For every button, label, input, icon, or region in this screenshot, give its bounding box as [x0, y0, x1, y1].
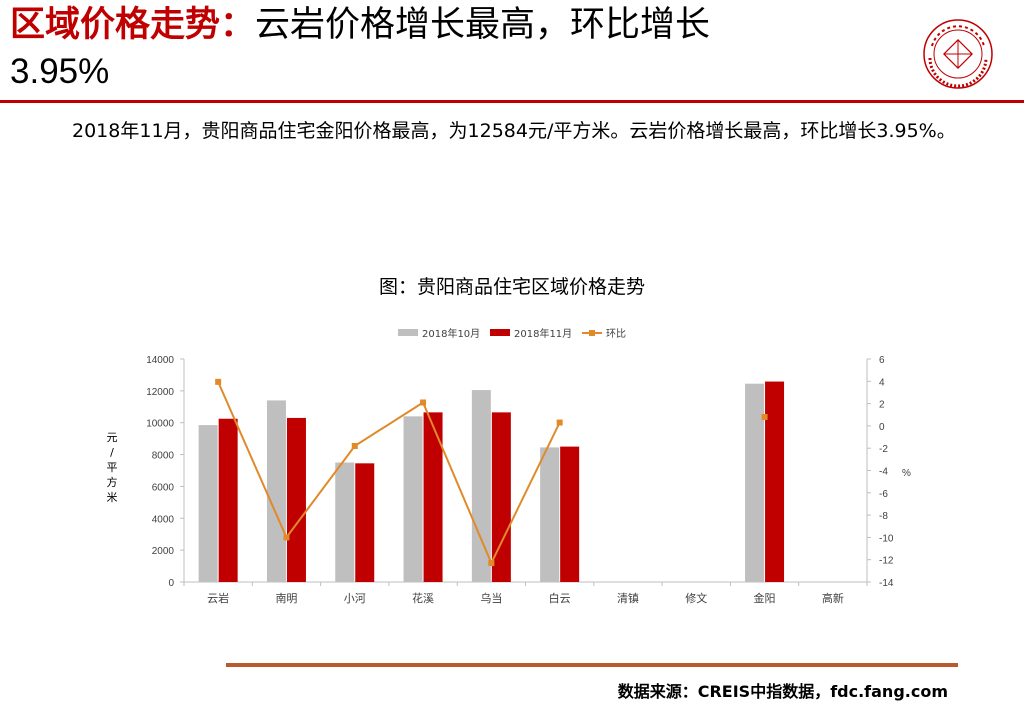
logo-icon — [923, 19, 993, 89]
bar-nov — [560, 446, 580, 582]
bar-nov — [218, 418, 238, 582]
page-title-black: 云岩价格增长最高，环比增长 — [255, 5, 711, 45]
x-tick-label: 白云 — [549, 591, 571, 605]
x-tick-label: 小河 — [344, 592, 366, 605]
bar-oct — [745, 383, 765, 582]
page-title-red: 区域价格走势： — [10, 5, 256, 45]
x-tick-label: 修文 — [685, 591, 707, 605]
bar-nov — [355, 463, 375, 582]
legend-label: 2018年11月 — [514, 327, 572, 340]
mom-point — [488, 560, 495, 567]
bar-oct — [266, 400, 286, 582]
y-tick-label: 0 — [168, 578, 174, 589]
y-tick-label: 12000 — [146, 387, 174, 398]
y2-tick-label: -6 — [879, 489, 888, 500]
y2-tick-label: -10 — [879, 533, 894, 544]
x-tick-label: 云岩 — [207, 591, 229, 605]
bar-nov — [286, 417, 306, 582]
mom-point — [761, 413, 768, 420]
y2-tick-label: -4 — [879, 467, 888, 478]
chart-title: 图：贵阳商品住宅区域价格走势 — [378, 276, 645, 298]
price-trend-chart: 0 2000 4000 6000 8000 10000 12000 14000 -14 -12 -1… — [146, 327, 911, 605]
header-divider — [0, 100, 1024, 103]
legend-marker — [589, 330, 595, 336]
summary-text: 2018年11月，贵阳商品住宅金阳价格最高，为12584元/平方米。云岩价格增长… — [72, 120, 956, 142]
mom-point — [351, 442, 358, 449]
x-tick-label: 花溪 — [412, 592, 434, 605]
bar-oct — [471, 390, 491, 582]
y2-tick-label: -8 — [879, 511, 888, 522]
mom-point — [556, 419, 563, 426]
page-title: 区域价格走势：云岩价格增长最高，环比增长 — [10, 4, 890, 46]
page-title-line2: 3.95% — [10, 52, 110, 91]
legend-swatch — [490, 329, 510, 336]
bar-nov — [491, 412, 511, 582]
x-tick-label: 高新 — [822, 591, 844, 605]
y2-tick-label: 2 — [879, 400, 885, 411]
mom-point — [215, 378, 222, 385]
mom-point — [283, 534, 290, 541]
legend-label: 2018年10月 — [422, 327, 480, 340]
bar-oct — [403, 416, 423, 582]
y-tick-label: 10000 — [146, 419, 174, 430]
y-tick-label: 2000 — [152, 546, 175, 557]
x-tick-label: 清镇 — [617, 591, 639, 605]
y2-tick-label: -2 — [879, 444, 888, 455]
data-source: 数据来源：CREIS中指数据，fdc.fang.com — [617, 682, 948, 701]
bar-nov — [423, 412, 443, 582]
y2-tick-label: 6 — [879, 355, 885, 366]
x-tick-label: 金阳 — [754, 591, 776, 605]
footer-divider — [226, 663, 958, 667]
y2-tick-label: -14 — [879, 578, 894, 589]
y2-axis-label: % — [902, 468, 911, 479]
legend-label: 环比 — [606, 328, 626, 340]
y2-tick-label: 4 — [879, 377, 885, 388]
mom-line — [217, 381, 561, 566]
bar-oct — [335, 462, 355, 582]
y-tick-label: 8000 — [152, 451, 175, 462]
mom-point — [420, 399, 427, 406]
y-tick-label: 4000 — [152, 514, 175, 525]
y-axis-label: 元 / 平方米 — [106, 431, 118, 504]
y-tick-label: 14000 — [146, 355, 174, 366]
y2-tick-label: 0 — [879, 422, 885, 433]
bar-nov — [765, 381, 785, 582]
y-tick-label: 6000 — [152, 482, 175, 493]
bar-oct — [198, 425, 218, 582]
x-tick-label: 乌当 — [480, 591, 502, 605]
bar-oct — [540, 447, 560, 582]
legend-swatch — [398, 329, 418, 336]
x-tick-label: 南明 — [275, 592, 297, 605]
y2-tick-label: -12 — [879, 556, 894, 567]
